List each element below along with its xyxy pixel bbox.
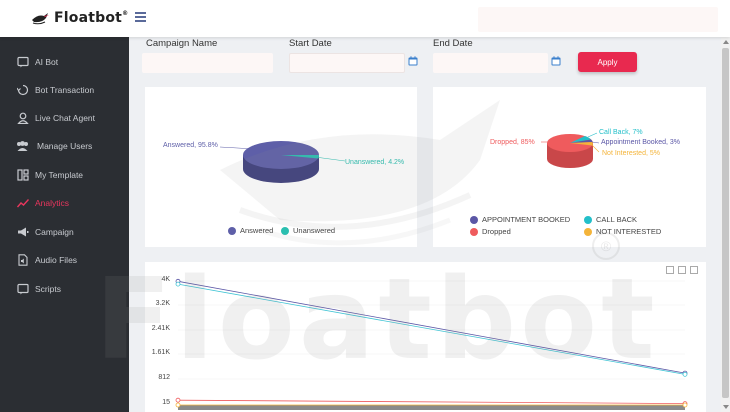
legend-not-interested[interactable]: NOT INTERESTED [584,227,661,236]
series-4-point-2[interactable] [682,402,688,408]
legend-label: APPOINTMENT BOOKED [482,215,571,224]
audio-file-icon [17,254,29,266]
dropped-data-label: Dropped, 85% [490,139,535,146]
y-tick-label: 812 [158,374,170,381]
brand-logo[interactable]: Floatbot® [30,10,128,26]
sidebar-item-campaign[interactable]: Campaign [0,218,129,246]
line-chart-card: 4K 3.2K 2.41K 1.61K 812 15 [145,262,706,412]
script-icon [17,283,29,295]
legend-label: Unanswered [293,226,336,235]
y-tick-label: 2.41K [151,325,170,332]
call-back-data-label: Call Back, 7% [599,129,643,136]
y-tick-label: 4K [161,276,170,283]
pie-slice-call-back [570,136,591,143]
sidebar-item-bot-transaction[interactable]: Bot Transaction [0,76,129,104]
legend-call-back[interactable]: CALL BACK [584,215,637,224]
legend-dot [584,227,592,236]
legend-answered[interactable]: Answered [228,226,273,235]
end-date-label: End Date [433,38,473,49]
legend-label: NOT INTERESTED [596,227,662,236]
series-baseline-band [178,405,685,410]
legend-label: CALL BACK [596,215,637,224]
legend-dot [470,227,478,236]
legend-unanswered[interactable]: Unanswered [281,226,335,235]
legend-label: Dropped [482,227,511,236]
top-search-bar[interactable] [478,7,718,32]
sidebar-item-label: Audio Files [35,255,78,265]
disposition-pie-card: Dropped, 85% Call Back, 7% Appointment B… [433,87,706,247]
pie-slice-appointment [570,139,593,143]
scroll-down-arrow-icon[interactable] [723,405,729,409]
series-line-1 [177,280,686,374]
series-line-2 [177,283,686,375]
series-4-point-1[interactable] [175,402,181,408]
template-icon [17,169,29,181]
menu-toggle-icon[interactable] [135,12,146,22]
sidebar-item-label: AI Bot [35,57,59,67]
start-date-input[interactable] [289,53,405,73]
transaction-icon [17,84,29,96]
not-interested-data-label: Not Interested, 5% [602,150,660,157]
scrollbar-thumb[interactable] [722,48,729,398]
download-icon[interactable] [690,266,698,274]
agent-icon [17,112,29,124]
y-tick-label: 1.61K [151,349,170,356]
zoom-icon[interactable] [666,266,674,274]
disposition-pie-chart [541,132,600,168]
users-icon [15,140,30,152]
sidebar-item-my-template[interactable]: My Template [0,161,129,189]
scroll-up-arrow-icon[interactable] [723,40,729,44]
sidebar-item-analytics[interactable]: Analytics [0,189,129,217]
top-bar: Floatbot® [0,0,730,37]
sidebar-item-audio-files[interactable]: Audio Files [0,246,129,274]
sidebar-item-scripts[interactable]: Scripts [0,275,129,303]
y-tick-label: 15 [162,399,170,406]
series-2-point-1[interactable] [175,281,181,287]
campaign-name-label: Campaign Name [146,38,218,49]
unanswered-data-label: Unanswered, 4.2% [345,159,405,166]
legend-dot [584,215,592,224]
bot-icon [17,56,29,68]
analytics-icon [17,197,29,209]
series-3-point-1[interactable] [175,397,181,403]
y-tick-label: 3.2K [155,300,170,307]
floatbot-bird-icon [32,13,49,25]
legend-label: Answered [240,226,274,235]
legend-dot [228,226,236,235]
answered-pie-card: Answered, 95.8% Unanswered, 4.2% Answere… [145,87,417,247]
sidebar-item-label: Live Chat Agent [35,113,96,123]
apply-button[interactable]: Apply [578,52,637,72]
series-2-point-2[interactable] [682,371,688,377]
sidebar-item-label: Scripts [35,284,61,294]
end-date-input[interactable] [433,53,548,73]
reset-zoom-icon[interactable] [678,266,686,274]
series-line-3 [177,399,686,404]
brand-name: Floatbot® [54,10,129,26]
sidebar-item-live-chat-agent[interactable]: Live Chat Agent [0,104,129,132]
megaphone-icon [17,226,29,238]
legend-appointment-booked[interactable]: APPOINTMENT BOOKED [470,215,570,224]
sidebar-item-manage-users[interactable]: Manage Users [0,132,129,160]
sidebar-item-label: Manage Users [37,141,93,151]
pie-slice-unanswered [281,155,320,159]
sidebar-item-label: Campaign [35,227,74,237]
legend-dot [470,215,478,224]
legend-dropped[interactable]: Dropped [470,227,511,236]
appointment-data-label: Appointment Booked, 3% [601,139,680,146]
legend-dot [281,226,289,235]
pie-slice-not-interested [570,142,593,146]
campaign-name-input[interactable] [142,53,273,73]
sidebar-item-label: Bot Transaction [35,85,95,95]
answered-pie-chart [219,141,346,183]
sidebar-item-label: Analytics [35,198,70,208]
sidebar: AI Bot Bot Transaction Live Chat Agent M… [0,37,129,412]
sidebar-item-label: My Template [35,170,84,180]
calendar-icon[interactable] [408,56,418,66]
answered-data-label: Answered, 95.8% [163,142,218,149]
sidebar-item-ai-bot[interactable]: AI Bot [0,48,129,76]
line-chart [175,278,688,410]
calendar-icon[interactable] [551,56,561,66]
start-date-label: Start Date [289,38,332,49]
